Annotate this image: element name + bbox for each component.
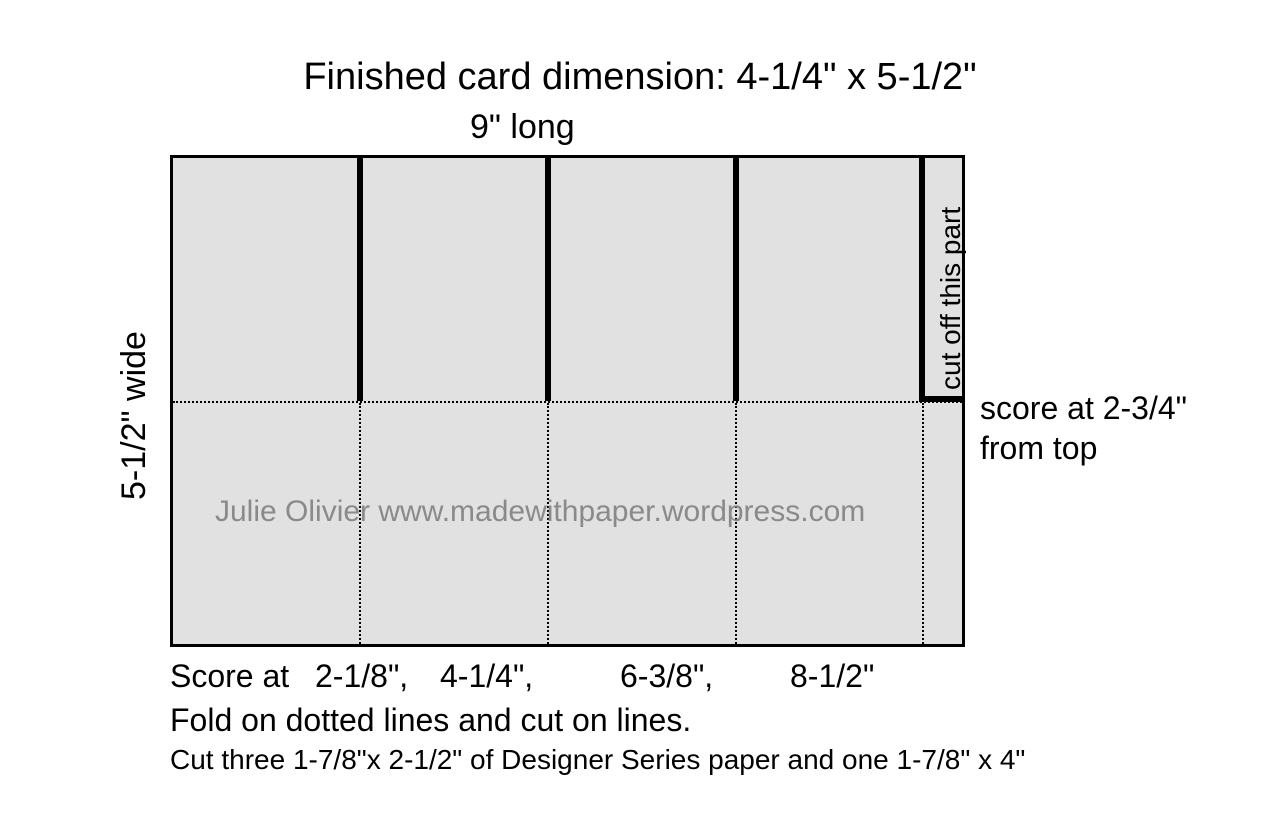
score-label-line1: score at 2-3/4": [980, 388, 1187, 428]
watermark-text: Julie Olivier www.madewithpaper.wordpres…: [215, 495, 865, 529]
title-text: Finished card dimension: 4-1/4" x 5-1/2": [190, 56, 1090, 99]
score-row-prefix: Score at: [170, 658, 289, 695]
diagram-stage: Finished card dimension: 4-1/4" x 5-1/2"…: [0, 0, 1275, 823]
cutoff-left-line: [919, 158, 925, 401]
instruction-dsp: Cut three 1-7/8"x 2-1/2" of Designer Ser…: [170, 744, 1025, 776]
score-value-1: 2-1/8",: [315, 658, 408, 695]
score-value-4: 8-1/2": [790, 658, 874, 695]
cutoff-bottom-line: [919, 396, 962, 402]
cutoff-label: cut off this part: [935, 207, 967, 390]
score-value-2: 4-1/4",: [440, 658, 533, 695]
horizontal-score-line: [173, 401, 962, 403]
score-label-line2: from top: [980, 428, 1187, 468]
instruction-fold-cut: Fold on dotted lines and cut on lines.: [170, 700, 691, 740]
score-value-3: 6-3/8",: [620, 658, 713, 695]
score-line-4: [922, 403, 924, 644]
cut-line-1: [357, 158, 363, 401]
score-from-top-label: score at 2-3/4" from top: [980, 388, 1187, 468]
cut-line-3: [733, 158, 739, 401]
cut-line-2: [545, 158, 551, 401]
width-label: 9" long: [470, 108, 575, 147]
height-label: 5-1/2" wide: [115, 331, 154, 500]
